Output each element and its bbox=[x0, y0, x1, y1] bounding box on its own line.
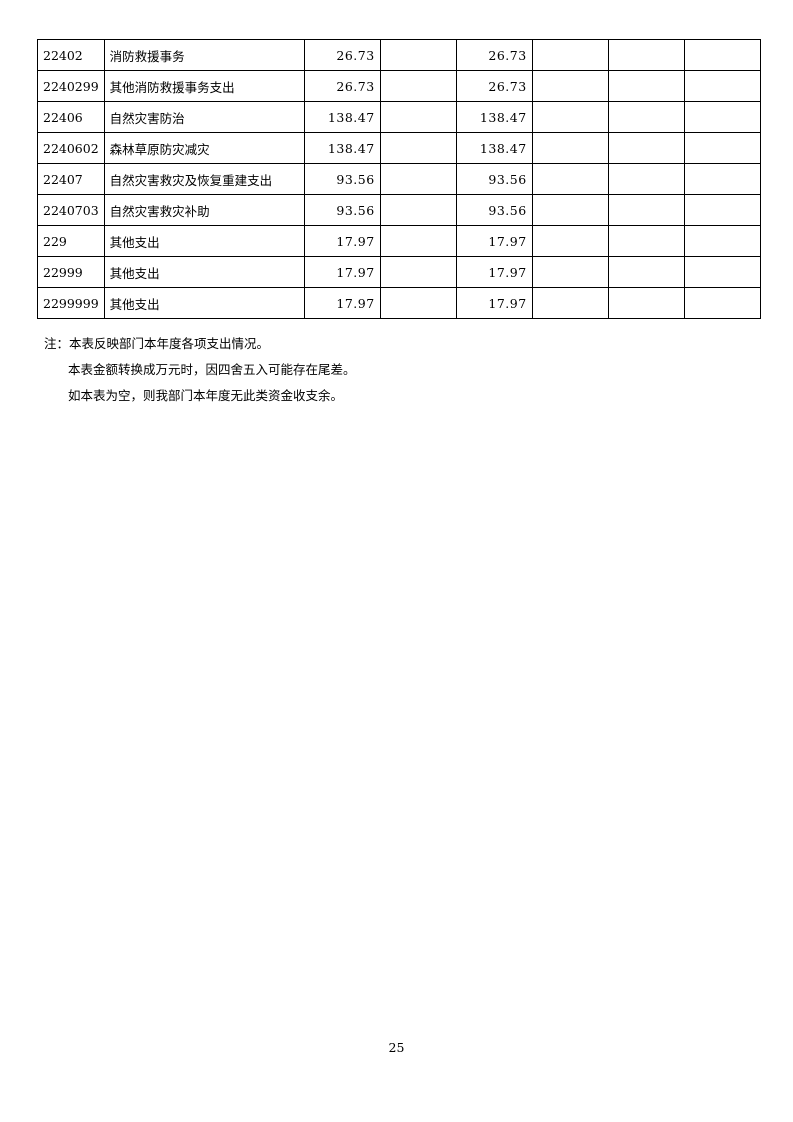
amount-cell: 26.73 bbox=[303, 70, 381, 102]
amount-cell bbox=[531, 256, 609, 288]
subject-code-cell: 2240299 bbox=[37, 70, 105, 102]
amount-cell bbox=[531, 39, 609, 71]
amount-cell bbox=[379, 163, 457, 195]
note-line-2: 本表金额转换成万元时，因四舍五入可能存在尾差。 bbox=[68, 362, 356, 377]
subject-name-cell: 其他消防救援事务支出 bbox=[103, 70, 305, 102]
amount-cell bbox=[683, 225, 761, 257]
amount-cell bbox=[683, 70, 761, 102]
subject-code-cell: 2299999 bbox=[37, 287, 105, 319]
amount-cell bbox=[607, 225, 685, 257]
amount-cell bbox=[379, 287, 457, 319]
table-row: 2240703 自然灾害救灾补助 93.56 93.56 bbox=[37, 194, 761, 226]
amount-cell bbox=[379, 39, 457, 71]
amount-cell bbox=[379, 194, 457, 226]
amount-cell bbox=[531, 163, 609, 195]
amount-cell bbox=[607, 287, 685, 319]
subject-code-cell: 22402 bbox=[37, 39, 105, 71]
subject-name-cell: 其他支出 bbox=[103, 287, 305, 319]
table-row: 22402 消防救援事务 26.73 26.73 bbox=[37, 39, 761, 71]
subject-code-cell: 22406 bbox=[37, 101, 105, 133]
amount-cell: 138.47 bbox=[303, 132, 381, 164]
amount-cell bbox=[531, 101, 609, 133]
amount-cell bbox=[607, 194, 685, 226]
amount-cell: 26.73 bbox=[455, 39, 533, 71]
table-row: 22407 自然灾害救灾及恢复重建支出 93.56 93.56 bbox=[37, 163, 761, 195]
table-row: 2299999 其他支出 17.97 17.97 bbox=[37, 287, 761, 319]
amount-cell: 17.97 bbox=[303, 256, 381, 288]
amount-cell bbox=[379, 132, 457, 164]
subject-name-cell: 其他支出 bbox=[103, 256, 305, 288]
amount-cell bbox=[607, 132, 685, 164]
amount-cell: 26.73 bbox=[303, 39, 381, 71]
amount-cell: 17.97 bbox=[455, 287, 533, 319]
subject-code-cell: 229 bbox=[37, 225, 105, 257]
table-row: 22406 自然灾害防治 138.47 138.47 bbox=[37, 101, 761, 133]
table-row: 22999 其他支出 17.97 17.97 bbox=[37, 256, 761, 288]
amount-cell bbox=[683, 132, 761, 164]
page-number: 25 bbox=[388, 1040, 405, 1055]
amount-cell bbox=[683, 39, 761, 71]
amount-cell bbox=[683, 101, 761, 133]
amount-cell bbox=[379, 101, 457, 133]
amount-cell bbox=[683, 256, 761, 288]
subject-code-cell: 22999 bbox=[37, 256, 105, 288]
amount-cell bbox=[531, 287, 609, 319]
note-line-3: 如本表为空，则我部门本年度无此类资金收支余。 bbox=[68, 388, 344, 403]
amount-cell bbox=[531, 132, 609, 164]
amount-cell bbox=[531, 194, 609, 226]
amount-cell: 138.47 bbox=[303, 101, 381, 133]
expenditure-table: 22402 消防救援事务 26.73 26.73 2240299 其他消防救援事务支出 26… bbox=[37, 39, 761, 319]
amount-cell bbox=[683, 287, 761, 319]
subject-code-cell: 2240703 bbox=[37, 194, 105, 226]
amount-cell bbox=[683, 163, 761, 195]
amount-cell bbox=[607, 163, 685, 195]
amount-cell bbox=[607, 39, 685, 71]
amount-cell bbox=[531, 70, 609, 102]
subject-name-cell: 消防救援事务 bbox=[103, 39, 305, 71]
amount-cell bbox=[379, 225, 457, 257]
amount-cell bbox=[607, 70, 685, 102]
table-row: 2240299 其他消防救援事务支出 26.73 26.73 bbox=[37, 70, 761, 102]
amount-cell: 17.97 bbox=[455, 225, 533, 257]
amount-cell bbox=[683, 194, 761, 226]
amount-cell: 17.97 bbox=[455, 256, 533, 288]
amount-cell: 26.73 bbox=[455, 70, 533, 102]
subject-name-cell: 自然灾害救灾补助 bbox=[103, 194, 305, 226]
amount-cell bbox=[379, 256, 457, 288]
amount-cell: 17.97 bbox=[303, 225, 381, 257]
table-row: 229 其他支出 17.97 17.97 bbox=[37, 225, 761, 257]
amount-cell: 17.97 bbox=[303, 287, 381, 319]
amount-cell: 93.56 bbox=[303, 194, 381, 226]
amount-cell: 93.56 bbox=[455, 163, 533, 195]
subject-name-cell: 自然灾害救灾及恢复重建支出 bbox=[103, 163, 305, 195]
amount-cell: 138.47 bbox=[455, 101, 533, 133]
amount-cell bbox=[607, 101, 685, 133]
subject-name-cell: 自然灾害防治 bbox=[103, 101, 305, 133]
subject-name-cell: 其他支出 bbox=[103, 225, 305, 257]
table-row: 2240602 森林草原防灾减灾 138.47 138.47 bbox=[37, 132, 761, 164]
amount-cell: 93.56 bbox=[455, 194, 533, 226]
amount-cell bbox=[531, 225, 609, 257]
subject-name-cell: 森林草原防灾减灾 bbox=[103, 132, 305, 164]
amount-cell bbox=[607, 256, 685, 288]
subject-code-cell: 2240602 bbox=[37, 132, 105, 164]
note-line-1: 注：本表反映部门本年度各项支出情况。 bbox=[44, 336, 270, 351]
amount-cell: 138.47 bbox=[455, 132, 533, 164]
subject-code-cell: 22407 bbox=[37, 163, 105, 195]
amount-cell: 93.56 bbox=[303, 163, 381, 195]
amount-cell bbox=[379, 70, 457, 102]
